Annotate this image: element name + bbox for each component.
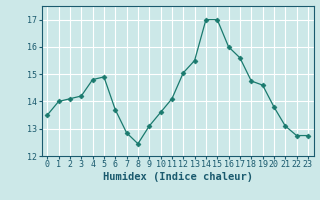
X-axis label: Humidex (Indice chaleur): Humidex (Indice chaleur)	[103, 172, 252, 182]
